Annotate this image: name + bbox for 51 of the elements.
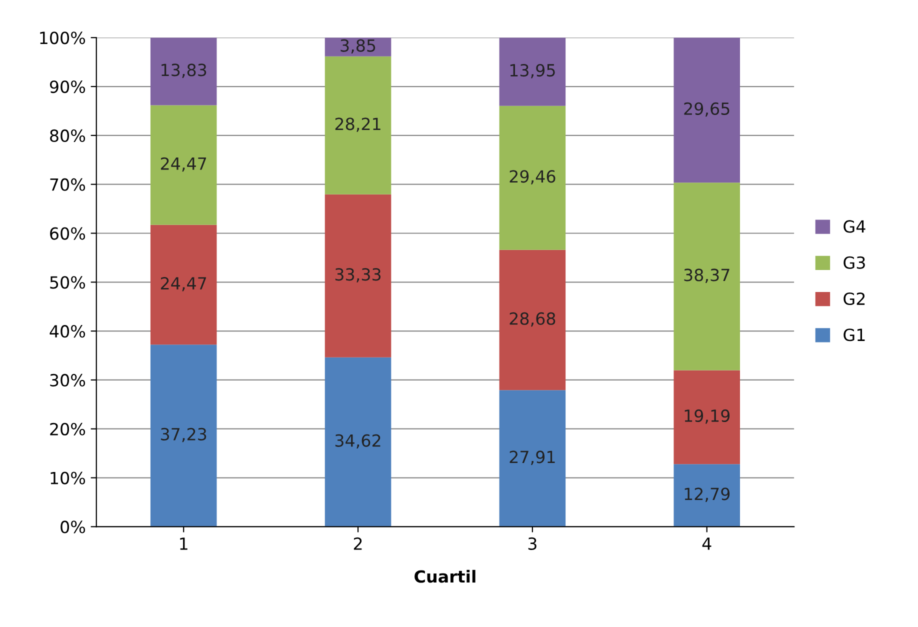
y-tick-label: 0% [60,520,86,534]
legend-label: G2 [844,292,865,306]
y-tick-label: 100% [40,32,86,44]
bar [324,357,392,527]
y-tick-label: 50% [50,276,86,289]
y-tick-label: 90% [50,80,86,94]
x-tick-label: 3 [528,537,536,550]
bar [499,390,566,527]
data-label: 13,95 [510,64,555,78]
data-label: 19,19 [684,409,730,424]
y-tick-label: 80% [50,129,86,142]
x-axis-title: Cuartil [414,570,476,583]
data-label: 29,65 [684,102,730,117]
bar [674,38,740,183]
data-label: 24,47 [160,157,206,172]
bar [150,38,217,106]
bar [324,194,392,358]
bar [674,370,740,464]
bar [324,56,392,194]
bar [499,38,566,106]
data-label: 27,91 [510,450,555,465]
bar [499,106,566,250]
bar [674,182,740,370]
data-label: 3,85 [340,39,376,54]
data-label: 28,68 [510,312,556,327]
data-label: 37,23 [161,428,206,442]
data-label: 12,79 [684,488,730,502]
legend-label: G4 [844,220,866,233]
bar [150,105,217,225]
bar [674,464,740,527]
data-label: 24,47 [160,276,206,292]
y-tick-label: 40% [50,325,86,338]
y-tick-label: 30% [50,374,86,387]
x-tick-label: 4 [702,538,712,550]
legend-label: G3 [844,256,865,269]
x-tick-label: 1 [180,538,188,550]
legend-label: G1 [844,328,865,342]
bar [150,344,217,527]
y-tick-label: 70% [50,178,86,191]
data-label: 13,83 [162,64,206,78]
data-label: 33,33 [335,268,381,282]
data-label: 28,21 [335,118,380,132]
bar [150,224,217,345]
x-tick-label: 2 [354,537,362,550]
y-tick-label: 60% [50,227,86,240]
y-tick-label: 20% [50,422,86,436]
data-label: 38,37 [684,268,730,283]
data-label: 29,46 [510,170,556,184]
y-tick-label: 10% [50,472,86,484]
data-label: 34,62 [335,434,380,449]
bar [499,250,566,390]
